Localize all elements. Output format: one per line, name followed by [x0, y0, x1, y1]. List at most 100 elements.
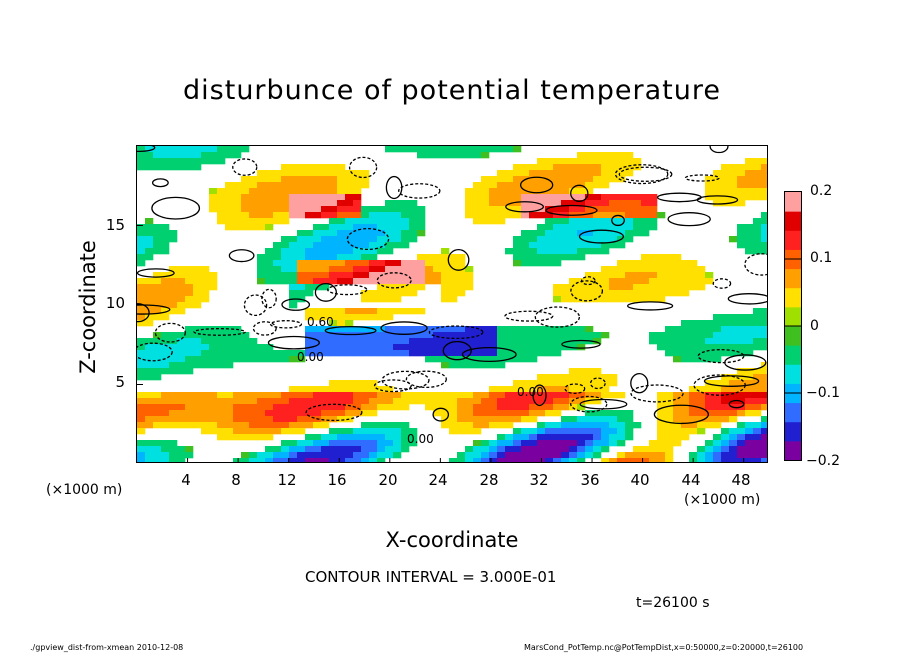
heatmap-cell	[209, 152, 218, 159]
heatmap-cell	[289, 176, 298, 183]
heatmap-cell	[481, 452, 490, 459]
x-tick-label: 24	[428, 471, 448, 489]
heatmap-cell	[625, 422, 634, 429]
heatmap-cell	[697, 422, 706, 429]
heatmap-cell	[201, 290, 210, 297]
heatmap-cell	[481, 212, 490, 219]
heatmap-cell	[729, 350, 738, 357]
heatmap-cell	[505, 404, 514, 411]
heatmap-cell	[553, 206, 562, 213]
heatmap-cell	[361, 332, 370, 339]
heatmap-cell	[633, 230, 642, 237]
heatmap-cell	[169, 152, 178, 159]
heatmap-cell	[377, 218, 386, 225]
heatmap-cell	[609, 194, 618, 201]
heatmap-cell	[209, 362, 218, 369]
heatmap-cell	[305, 254, 314, 261]
heatmap-cell	[729, 164, 738, 171]
heatmap-cell	[505, 410, 514, 417]
heatmap-cell	[505, 392, 514, 399]
heatmap-cell	[561, 290, 570, 297]
heatmap-cell	[265, 272, 274, 279]
heatmap-cell	[321, 458, 330, 462]
heatmap-cell	[281, 260, 290, 267]
heatmap-cell	[361, 314, 370, 321]
heatmap-cell	[313, 326, 322, 333]
heatmap-cell	[193, 356, 202, 363]
heatmap-cell	[561, 206, 570, 213]
heatmap-cell	[713, 386, 722, 393]
heatmap-cell	[145, 230, 154, 237]
heatmap-cell	[569, 218, 578, 225]
heatmap-cell	[217, 194, 226, 201]
heatmap-cell	[737, 326, 746, 333]
heatmap-cell	[217, 344, 226, 351]
colorbar-swatches	[785, 192, 801, 461]
heatmap-cell	[673, 260, 682, 267]
contour-line	[432, 407, 450, 422]
heatmap-cell	[297, 452, 306, 459]
heatmap-cell	[401, 224, 410, 231]
heatmap-cell	[697, 446, 706, 453]
heatmap-cell	[385, 446, 394, 453]
heatmap-cell	[577, 428, 586, 435]
heatmap-cell	[617, 428, 626, 435]
heatmap-cell	[161, 272, 170, 279]
heatmap-cell	[745, 320, 754, 327]
heatmap-cell	[409, 338, 418, 345]
heatmap-cell	[545, 380, 554, 387]
heatmap-cell	[137, 368, 146, 375]
heatmap-cell	[345, 254, 354, 261]
heatmap-cell	[281, 458, 290, 462]
contour-line	[305, 403, 363, 422]
heatmap-cell	[201, 272, 210, 279]
heatmap-cell	[753, 332, 762, 339]
heatmap-cell	[281, 254, 290, 261]
heatmap-cell	[257, 350, 266, 357]
heatmap-cell	[417, 254, 426, 261]
heatmap-cell	[673, 392, 682, 399]
heatmap-cell	[657, 416, 666, 423]
heatmap-cell	[249, 188, 258, 195]
heatmap-cell	[321, 440, 330, 447]
heatmap-cell	[697, 266, 706, 273]
heatmap-cell	[505, 332, 514, 339]
colorbar-swatch	[785, 440, 801, 461]
heatmap-cell	[609, 152, 618, 159]
heatmap-cell	[745, 344, 754, 351]
heatmap-cell	[465, 416, 474, 423]
heatmap-cell	[241, 212, 250, 219]
heatmap-cell	[353, 266, 362, 273]
heatmap-cell	[545, 188, 554, 195]
heatmap-cell	[185, 152, 194, 159]
heatmap-cell	[673, 356, 682, 363]
heatmap-cell	[481, 392, 490, 399]
heatmap-cell	[217, 434, 226, 441]
heatmap-cell	[377, 392, 386, 399]
x-axis-unit: (×1000 m)	[684, 492, 761, 508]
heatmap-cell	[161, 236, 170, 243]
heatmap-cell	[617, 164, 626, 171]
heatmap-cell	[273, 356, 282, 363]
heatmap-cell	[577, 242, 586, 249]
heatmap-cell	[721, 338, 730, 345]
heatmap-cell	[753, 386, 762, 393]
heatmap-cell	[521, 392, 530, 399]
heatmap-cell	[305, 452, 314, 459]
heatmap-cell	[753, 224, 762, 231]
heatmap-cell	[225, 218, 234, 225]
heatmap-cell	[745, 422, 754, 429]
heatmap-cell	[321, 422, 330, 429]
heatmap-cell	[721, 440, 730, 447]
heatmap-cell	[561, 164, 570, 171]
heatmap-cell	[489, 356, 498, 363]
heatmap-cell	[737, 386, 746, 393]
heatmap-cell	[377, 452, 386, 459]
heatmap-cell	[737, 458, 746, 462]
heatmap-cell	[297, 188, 306, 195]
colorbar-swatch	[785, 364, 801, 384]
heatmap-cell	[265, 404, 274, 411]
heatmap-cell	[137, 374, 146, 381]
heatmap-cell	[713, 458, 722, 462]
heatmap-cell	[337, 332, 346, 339]
